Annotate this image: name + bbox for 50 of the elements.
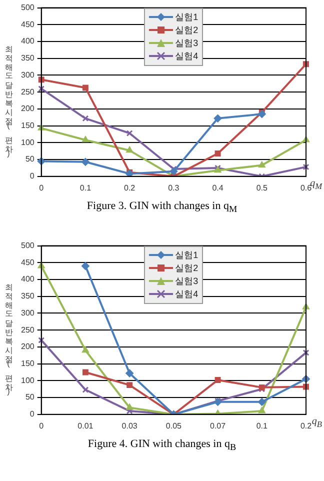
y-tick-label: 450 [20,20,35,29]
x-tick-label: 0.2 [124,183,136,192]
legend-label: 실험1 [175,248,198,262]
x-tick-label: 0.01 [78,421,94,430]
y-tick-label: 400 [20,36,35,46]
x-tick-label: 0 [39,421,44,430]
x-tick-label: 0.4 [212,183,224,192]
legend-label: 실험2 [175,24,198,37]
y-tick-label: 500 [20,241,35,250]
x-tick-label: 0.6 [300,183,312,192]
x-tick-label: 0.2 [300,421,312,430]
y-tick-label: 50 [25,392,35,402]
x-tick-label: 0.05 [166,421,182,430]
y-tick-label: 100 [20,138,35,147]
legend-label: 실험4 [175,50,198,63]
legend-label: 실험3 [175,274,198,288]
legend-label: 실험1 [175,10,198,24]
y-tick-label: 100 [20,376,35,385]
caption: Figure 3. GIN with changes in q$_{M}$ [86,199,238,216]
y-tick-label: 0 [30,172,35,181]
y-tick-label: 200 [20,104,35,114]
legend-label: 실험4 [175,288,198,301]
y-tick-label: 400 [20,274,35,284]
x-tick-label: 0.1 [256,421,268,430]
y-tick-label: 500 [20,3,35,12]
y-tick-label: 150 [20,121,35,130]
legend-label: 실험2 [175,262,198,275]
x-tick-label: 0.03 [122,421,138,430]
y-tick-label: 0 [30,410,35,419]
x-tick-label: 0.1 [80,183,92,192]
x-tick-label: 0.5 [256,183,268,192]
x-tick-label: 0.07 [210,421,226,430]
x-axis-title: q$_{B}$ [312,416,322,430]
caption: Figure 4. GIN with changes in q$_{B}$ [86,437,238,454]
y-tick-label: 50 [25,154,35,164]
y-tick-label: 150 [20,359,35,368]
y-tick-label: 300 [20,70,35,80]
y-tick-label: 350 [20,54,35,63]
y-tick-label: 300 [20,308,35,318]
y-tick-label: 250 [20,325,35,334]
y-tick-label: 350 [20,292,35,301]
y-axis-title: 최적해도달반복시점(편차) [3,40,13,159]
legend-label: 실험3 [175,36,198,50]
y-tick-label: 200 [20,342,35,352]
x-axis-title: q$_{M}$ [310,178,322,192]
y-tick-label: 450 [20,258,35,267]
y-axis-title: 최적해도달반복시점(편차) [3,278,13,397]
x-tick-label: 0.3 [168,183,180,192]
y-tick-label: 250 [20,87,35,96]
x-tick-label: 0 [39,183,44,192]
